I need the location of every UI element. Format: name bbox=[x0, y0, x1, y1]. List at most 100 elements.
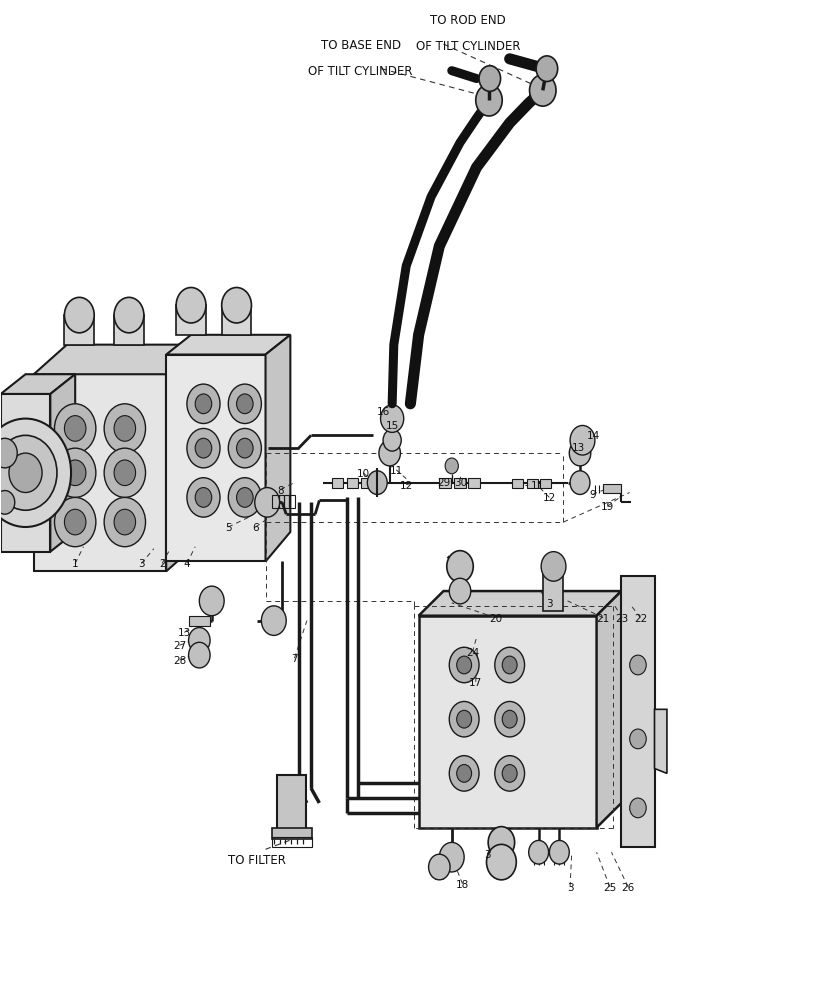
Circle shape bbox=[449, 648, 479, 683]
Text: 7: 7 bbox=[291, 654, 297, 664]
Circle shape bbox=[199, 587, 224, 616]
Circle shape bbox=[55, 404, 96, 454]
Circle shape bbox=[104, 498, 146, 547]
Bar bbox=[454, 478, 465, 488]
Circle shape bbox=[236, 488, 253, 508]
Circle shape bbox=[65, 460, 86, 486]
Circle shape bbox=[9, 454, 42, 493]
Bar bbox=[542, 567, 563, 611]
Text: 28: 28 bbox=[172, 656, 185, 666]
Text: 11: 11 bbox=[389, 465, 402, 475]
Text: 3: 3 bbox=[138, 559, 145, 569]
Circle shape bbox=[629, 656, 646, 675]
Circle shape bbox=[479, 67, 500, 93]
Circle shape bbox=[449, 702, 479, 738]
Circle shape bbox=[65, 510, 86, 535]
Bar bbox=[189, 616, 209, 626]
Bar bbox=[527, 479, 537, 488]
Circle shape bbox=[65, 416, 86, 442]
Circle shape bbox=[0, 419, 71, 528]
Text: 3: 3 bbox=[566, 881, 573, 892]
Circle shape bbox=[221, 288, 251, 323]
Text: TO ROD END: TO ROD END bbox=[430, 14, 506, 28]
Circle shape bbox=[114, 416, 136, 442]
Circle shape bbox=[55, 449, 96, 498]
Text: 5: 5 bbox=[224, 523, 231, 532]
Circle shape bbox=[449, 579, 470, 604]
Circle shape bbox=[494, 702, 524, 738]
Circle shape bbox=[449, 756, 479, 792]
Circle shape bbox=[188, 643, 209, 669]
Text: 2: 2 bbox=[159, 559, 166, 569]
Circle shape bbox=[380, 405, 403, 433]
Polygon shape bbox=[1, 375, 75, 394]
Text: 27: 27 bbox=[172, 641, 185, 651]
Bar bbox=[272, 838, 311, 847]
Circle shape bbox=[456, 711, 471, 729]
Circle shape bbox=[55, 498, 96, 547]
Text: 10: 10 bbox=[356, 468, 369, 478]
Bar bbox=[65, 316, 94, 345]
Circle shape bbox=[188, 628, 209, 654]
Text: 26: 26 bbox=[621, 881, 634, 892]
Polygon shape bbox=[265, 335, 290, 562]
Text: 8: 8 bbox=[277, 485, 283, 495]
Bar bbox=[272, 496, 295, 509]
Circle shape bbox=[114, 510, 136, 535]
Circle shape bbox=[502, 657, 517, 674]
Circle shape bbox=[629, 799, 646, 818]
Text: TO BASE END: TO BASE END bbox=[320, 38, 400, 52]
Polygon shape bbox=[596, 592, 621, 828]
Circle shape bbox=[261, 606, 286, 636]
Circle shape bbox=[65, 298, 94, 333]
Bar bbox=[603, 484, 621, 494]
Circle shape bbox=[176, 288, 205, 323]
Text: OF TILT CYLINDER: OF TILT CYLINDER bbox=[308, 65, 412, 78]
Circle shape bbox=[378, 441, 400, 466]
Polygon shape bbox=[1, 394, 51, 552]
Circle shape bbox=[186, 429, 219, 468]
Text: 16: 16 bbox=[377, 406, 390, 416]
Text: 9: 9 bbox=[589, 490, 595, 500]
Bar bbox=[346, 478, 358, 488]
Text: 25: 25 bbox=[603, 881, 616, 892]
Circle shape bbox=[528, 841, 548, 864]
Circle shape bbox=[0, 491, 15, 515]
Circle shape bbox=[529, 76, 556, 107]
Bar bbox=[176, 306, 205, 335]
Text: 19: 19 bbox=[600, 502, 614, 512]
Polygon shape bbox=[34, 375, 166, 572]
Circle shape bbox=[570, 426, 595, 456]
Circle shape bbox=[228, 478, 261, 518]
Polygon shape bbox=[418, 616, 596, 828]
Circle shape bbox=[186, 385, 219, 424]
Text: 3: 3 bbox=[484, 849, 490, 860]
Text: 23: 23 bbox=[615, 613, 628, 623]
Circle shape bbox=[114, 298, 144, 333]
Circle shape bbox=[383, 430, 401, 452]
Circle shape bbox=[541, 552, 566, 582]
Circle shape bbox=[494, 648, 524, 683]
Circle shape bbox=[549, 841, 569, 864]
Bar bbox=[331, 478, 343, 488]
Text: TO FILTER: TO FILTER bbox=[228, 853, 286, 866]
Circle shape bbox=[629, 730, 646, 749]
Circle shape bbox=[228, 385, 261, 424]
Bar bbox=[360, 478, 372, 488]
Text: 13: 13 bbox=[177, 628, 190, 638]
Bar bbox=[272, 828, 311, 840]
Text: 12: 12 bbox=[399, 480, 412, 490]
Bar bbox=[439, 478, 450, 488]
Circle shape bbox=[569, 441, 590, 466]
Text: 14: 14 bbox=[586, 431, 599, 441]
Circle shape bbox=[195, 439, 211, 458]
Text: 20: 20 bbox=[489, 613, 502, 623]
Circle shape bbox=[502, 711, 517, 729]
Circle shape bbox=[104, 404, 146, 454]
Circle shape bbox=[570, 471, 590, 495]
Polygon shape bbox=[418, 592, 621, 616]
Circle shape bbox=[488, 827, 514, 858]
Text: 6: 6 bbox=[252, 523, 258, 532]
Text: 4: 4 bbox=[183, 559, 190, 569]
Polygon shape bbox=[34, 345, 199, 375]
